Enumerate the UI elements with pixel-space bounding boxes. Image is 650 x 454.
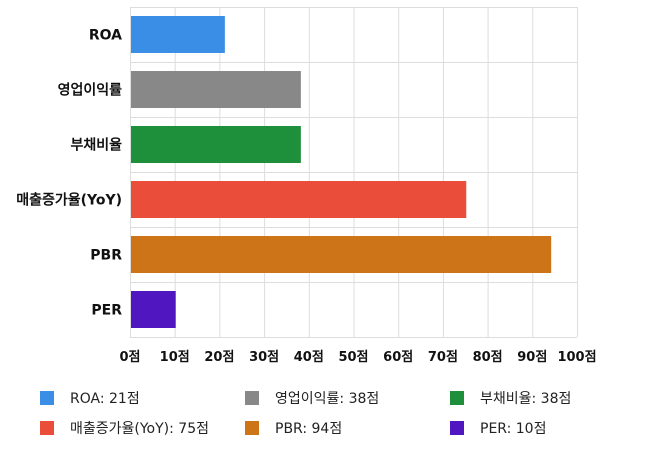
legend-item-2: 부채비율: 38점 bbox=[450, 388, 640, 408]
x-tick-label-4: 40점 bbox=[294, 350, 324, 365]
legend-item-4: PBR: 94점 bbox=[245, 418, 450, 438]
bar-2 bbox=[131, 126, 301, 163]
bar-5 bbox=[131, 291, 176, 328]
x-tick-label-6: 60점 bbox=[383, 350, 413, 365]
x-tick-label-0: 0점 bbox=[119, 350, 140, 365]
category-label-2: 부채비율 bbox=[70, 137, 122, 154]
legend-label-2: 부채비율: 38점 bbox=[480, 391, 572, 407]
x-tick-label-3: 30점 bbox=[249, 350, 279, 365]
x-tick-label-8: 80점 bbox=[473, 350, 503, 365]
bar-3 bbox=[131, 181, 467, 218]
category-label-5: PER bbox=[91, 303, 122, 319]
x-tick-label-2: 20점 bbox=[204, 350, 234, 365]
legend-item-5: PER: 10점 bbox=[450, 418, 640, 438]
x-tick-label-1: 10점 bbox=[160, 350, 190, 365]
legend-label-0: ROA: 21점 bbox=[70, 391, 140, 407]
category-label-4: PBR bbox=[90, 248, 122, 264]
legend-swatch-3 bbox=[40, 421, 54, 435]
x-tick-label-5: 50점 bbox=[338, 350, 368, 365]
legend-label-1: 영업이익률: 38점 bbox=[275, 391, 380, 407]
category-label-3: 매출증가율(YoY) bbox=[16, 192, 122, 209]
legend-swatch-2 bbox=[450, 391, 464, 405]
x-tick-label-9: 90점 bbox=[517, 350, 547, 365]
category-label-0: ROA bbox=[89, 28, 122, 44]
legend-label-3: 매출증가율(YoY): 75점 bbox=[70, 421, 209, 437]
legend-swatch-0 bbox=[40, 391, 54, 405]
legend-item-3: 매출증가율(YoY): 75점 bbox=[40, 418, 245, 438]
bar-1 bbox=[131, 71, 301, 108]
legend-swatch-4 bbox=[245, 421, 259, 435]
x-tick-label-7: 70점 bbox=[428, 350, 458, 365]
bar-4 bbox=[131, 236, 552, 273]
legend-item-0: ROA: 21점 bbox=[40, 388, 245, 408]
bar-0 bbox=[131, 16, 225, 53]
legend-item-1: 영업이익률: 38점 bbox=[245, 388, 450, 408]
category-label-1: 영업이익률 bbox=[58, 82, 123, 99]
x-tick-label-10: 100점 bbox=[557, 350, 596, 365]
legend-label-4: PBR: 94점 bbox=[275, 421, 343, 437]
legend-swatch-5 bbox=[450, 421, 464, 435]
legend-swatch-1 bbox=[245, 391, 259, 405]
legend-label-5: PER: 10점 bbox=[480, 421, 547, 437]
